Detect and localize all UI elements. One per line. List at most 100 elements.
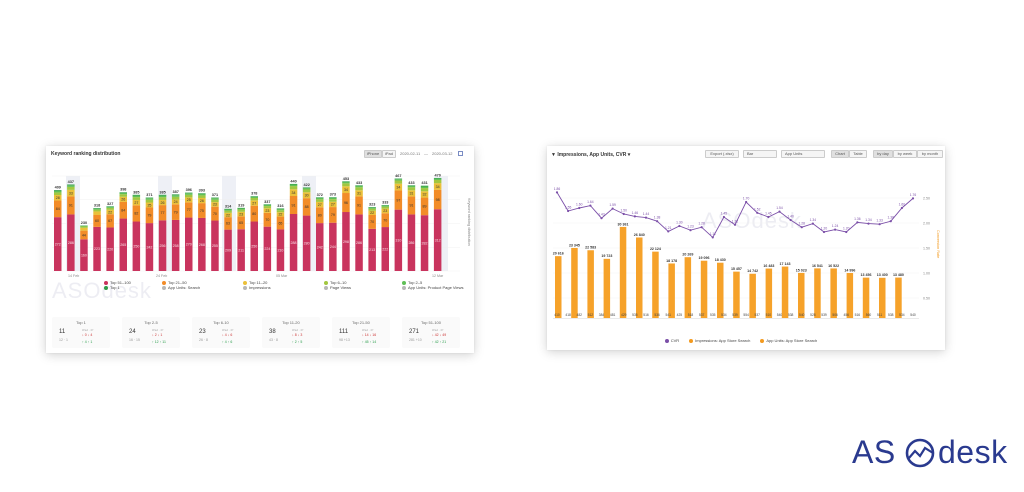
legend-item[interactable]: Top 51–100 xyxy=(104,280,131,285)
cvr-point xyxy=(633,215,636,218)
legend-item[interactable]: Top 2–5 xyxy=(402,280,422,285)
bar-segment xyxy=(250,205,258,222)
cvr-label: 1.54 xyxy=(776,206,783,210)
bar-segment xyxy=(355,214,363,271)
legend-item[interactable]: Top 11–20 xyxy=(243,280,267,285)
panel-title[interactable]: ▼ Impressions, App Units, CVR ▾ xyxy=(551,152,630,158)
bar-segment xyxy=(394,209,403,271)
bar-segment xyxy=(407,185,416,188)
stat-card-head: iPad · iP xyxy=(82,328,94,332)
bar-segment xyxy=(145,199,154,203)
cvr-point xyxy=(811,222,814,225)
impressions-bar xyxy=(733,271,740,318)
impressions-bar xyxy=(700,260,708,318)
legend-swatch xyxy=(402,285,406,290)
bar-segment xyxy=(250,200,258,206)
tab-iphone[interactable]: iPhone xyxy=(364,150,382,158)
date-to-input[interactable]: 2020-03-12 xyxy=(432,151,453,156)
date-from-input[interactable]: 2020-02-11 xyxy=(400,151,421,156)
stat-card-top11-20: Top 11-20 38 43 · 8 iPad · iP ↓ 8 ↓ 3 ↑ … xyxy=(262,317,320,348)
bar-total-label: 467 xyxy=(395,174,401,178)
legend-item[interactable]: Top 21–50 xyxy=(162,280,187,285)
view-chart-button[interactable]: Chart xyxy=(831,150,849,158)
impressions-label: 30 361 xyxy=(618,222,629,226)
cvr-label: 1.24 xyxy=(832,224,839,228)
view-table-button[interactable]: Table xyxy=(849,150,867,158)
bar-segment xyxy=(171,195,180,197)
legend-swatch xyxy=(243,280,247,285)
legend-label: Impressions xyxy=(249,285,271,290)
cvr-label: 1.44 xyxy=(643,212,650,216)
chart-type-select[interactable]: Bar xyxy=(743,150,777,158)
segment-label: 286 xyxy=(356,241,362,245)
stat-card-title: Top 6-10 xyxy=(213,320,229,325)
bar-segment xyxy=(316,199,324,202)
bar-segment xyxy=(224,208,232,210)
app-units-label: 510 xyxy=(766,313,772,317)
bar-segment xyxy=(329,201,337,208)
stat-card-top51-100: Top 51-100 271 281 +10 iPad · iP ↓ 42 ↓ … xyxy=(402,317,460,348)
bar-segment xyxy=(145,198,154,200)
cvr-point xyxy=(689,229,692,232)
calendar-icon[interactable] xyxy=(458,151,463,156)
bar-segment xyxy=(355,187,363,191)
bar-segment xyxy=(329,222,337,271)
segment-label: 282 xyxy=(422,241,428,245)
bar-segment xyxy=(211,202,219,207)
legend-item[interactable]: Impressions xyxy=(243,285,271,290)
bar-segment xyxy=(185,197,193,203)
cvr-label: 1.32 xyxy=(732,219,739,223)
impressions-bar xyxy=(636,237,643,318)
group-by-week-button[interactable]: by week xyxy=(893,150,917,158)
legend-item[interactable]: Top 6–10 xyxy=(324,280,346,285)
segment-label: 272 xyxy=(55,242,61,246)
cvr-label: 1.21 xyxy=(665,226,672,230)
cvr-label: 1.20 xyxy=(843,227,850,231)
group-by-month-button[interactable]: by month xyxy=(917,150,943,158)
app-units-label: 516 xyxy=(643,313,649,317)
impressions-label: 16 522 xyxy=(828,264,839,268)
segment-label: 250 xyxy=(133,245,139,249)
bar-segment xyxy=(316,197,324,198)
stat-card-down: ↓ 42 ↓ 49 xyxy=(432,333,447,337)
bar-segment xyxy=(93,211,101,215)
app-units-label: 536 xyxy=(654,313,660,317)
segment-label: 25 xyxy=(187,198,191,202)
metric-select[interactable]: App Units xyxy=(781,150,825,158)
bar-segment xyxy=(93,208,101,210)
legend-item[interactable]: App Units: Product Page Views xyxy=(402,285,464,290)
bar-segment xyxy=(237,229,245,271)
export-button[interactable]: Export (.xlsx) xyxy=(705,150,739,158)
bar-segment xyxy=(106,209,114,215)
bar-segment xyxy=(211,220,219,271)
cvr-point xyxy=(845,230,848,234)
segment-label: 27 xyxy=(331,203,335,207)
legend-item[interactable]: CVR xyxy=(664,338,679,343)
legend-label: Page Views xyxy=(330,285,352,290)
cvr-label: 1.11 xyxy=(710,232,716,236)
x-tick-label: 24 Feb xyxy=(156,274,167,278)
segment-label: 288 xyxy=(291,241,297,245)
cvr-label: 1.50 xyxy=(621,209,628,213)
bar-segment xyxy=(329,207,337,223)
app-units-label: 539 xyxy=(821,313,827,317)
legend-item[interactable]: Top 1 xyxy=(104,285,120,290)
tab-ipad[interactable]: iPad xyxy=(382,150,396,158)
group-by-day-button[interactable]: by day xyxy=(873,150,893,158)
cvr-point xyxy=(789,218,792,222)
legend-item[interactable]: Impressions: App Store Search xyxy=(689,338,750,343)
legend-item[interactable]: App Units: App Store Search xyxy=(760,338,817,343)
segment-label: 30 xyxy=(305,193,309,197)
bar-total-label: 333 xyxy=(382,201,388,205)
bar-segment xyxy=(263,212,272,227)
app-units-label: 511 xyxy=(877,313,882,317)
bar-segment xyxy=(93,214,101,227)
cvr-point xyxy=(700,226,703,229)
bar-segment xyxy=(316,201,324,208)
cvr-label: 1.52 xyxy=(754,207,761,211)
segment-label: 65 xyxy=(239,221,243,225)
legend-item[interactable]: App Units: Search xyxy=(162,285,200,290)
legend-item[interactable]: Page Views xyxy=(324,285,351,290)
bar-segment xyxy=(198,193,206,194)
stat-card-up: ↑ 45 ↑ 14 xyxy=(362,340,377,344)
